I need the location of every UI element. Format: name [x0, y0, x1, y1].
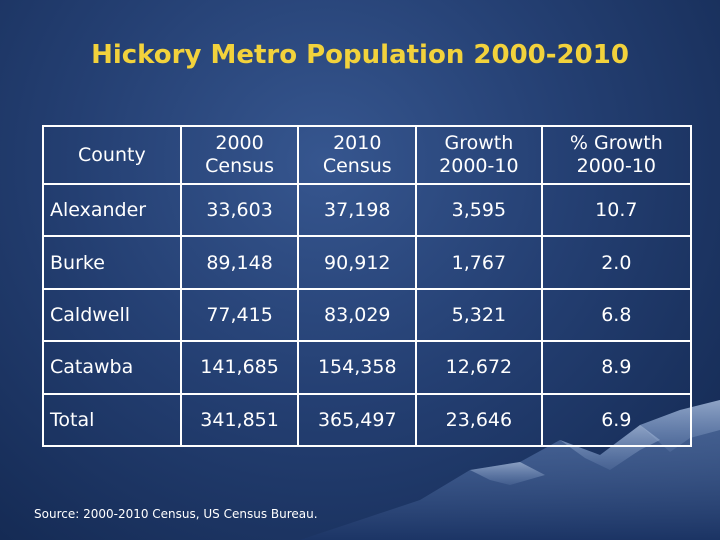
census-2010-cell: 90,912: [297, 235, 418, 290]
percent-growth-cell: 10.7: [540, 182, 693, 238]
population-table: County 2000 Census 2010 Census Growth 20…: [42, 125, 693, 448]
source-note: Source: 2000-2010 Census, US Census Bure…: [34, 507, 318, 521]
growth-cell: 3,595: [415, 182, 543, 238]
census-2010-cell: 83,029: [297, 287, 418, 343]
census-2010-cell: 37,198: [297, 182, 418, 238]
header-percent-growth: % Growth 2000-10: [540, 125, 693, 185]
census-2000-cell: 89,148: [179, 235, 300, 290]
county-cell: Burke: [42, 235, 182, 290]
header-county: County: [42, 125, 182, 185]
header-2010-census: 2010 Census: [297, 125, 418, 185]
percent-growth-cell: 6.9: [540, 392, 693, 448]
table-header-row: County 2000 Census 2010 Census Growth 20…: [42, 125, 693, 185]
percent-growth-cell: 2.0: [540, 235, 693, 290]
table-row-total: Total 341,851 365,497 23,646 6.9: [42, 392, 693, 448]
census-2000-cell: 77,415: [179, 287, 300, 343]
header-2000-census: 2000 Census: [179, 125, 300, 185]
page-title: Hickory Metro Population 2000-2010: [91, 40, 629, 70]
table-row: Catawba 141,685 154,358 12,672 8.9: [42, 340, 693, 395]
table-row: Caldwell 77,415 83,029 5,321 6.8: [42, 287, 693, 343]
county-cell: Alexander: [42, 182, 182, 238]
census-2000-cell: 33,603: [179, 182, 300, 238]
growth-cell: 23,646: [415, 392, 543, 448]
table-row: Burke 89,148 90,912 1,767 2.0: [42, 235, 693, 290]
header-growth: Growth 2000-10: [415, 125, 543, 185]
growth-cell: 1,767: [415, 235, 543, 290]
census-2000-cell: 141,685: [179, 340, 300, 395]
growth-cell: 5,321: [415, 287, 543, 343]
census-2000-cell: 341,851: [179, 392, 300, 448]
growth-cell: 12,672: [415, 340, 543, 395]
county-cell: Catawba: [42, 340, 182, 395]
percent-growth-cell: 6.8: [540, 287, 693, 343]
census-2010-cell: 365,497: [297, 392, 418, 448]
county-cell: Total: [42, 392, 182, 448]
table-row: Alexander 33,603 37,198 3,595 10.7: [42, 182, 693, 238]
county-cell: Caldwell: [42, 287, 182, 343]
percent-growth-cell: 8.9: [540, 340, 693, 395]
census-2010-cell: 154,358: [297, 340, 418, 395]
